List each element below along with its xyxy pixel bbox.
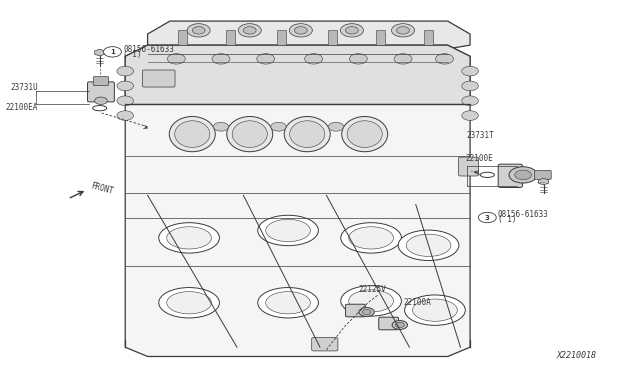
Ellipse shape: [159, 288, 220, 318]
Circle shape: [509, 167, 537, 183]
Ellipse shape: [175, 121, 210, 147]
Circle shape: [462, 96, 478, 106]
Circle shape: [436, 54, 454, 64]
Circle shape: [362, 310, 371, 315]
FancyBboxPatch shape: [88, 82, 115, 102]
Circle shape: [213, 122, 228, 131]
FancyBboxPatch shape: [379, 317, 399, 330]
Ellipse shape: [413, 299, 458, 321]
Polygon shape: [538, 178, 548, 185]
Text: 22100E: 22100E: [465, 154, 493, 163]
Text: 23731T: 23731T: [467, 131, 495, 141]
Ellipse shape: [266, 219, 310, 241]
Ellipse shape: [232, 121, 268, 147]
Circle shape: [392, 321, 408, 330]
Circle shape: [349, 54, 367, 64]
Bar: [226, 31, 235, 45]
Text: 22100A: 22100A: [403, 298, 431, 307]
FancyBboxPatch shape: [534, 170, 551, 179]
Circle shape: [117, 96, 134, 106]
FancyBboxPatch shape: [312, 337, 338, 351]
FancyBboxPatch shape: [143, 70, 175, 87]
Circle shape: [257, 54, 275, 64]
Ellipse shape: [480, 172, 494, 177]
Circle shape: [340, 24, 364, 37]
Bar: [277, 31, 286, 45]
Circle shape: [392, 24, 415, 37]
Ellipse shape: [227, 116, 273, 152]
Polygon shape: [95, 49, 105, 56]
FancyBboxPatch shape: [498, 164, 522, 187]
Ellipse shape: [340, 223, 401, 253]
Circle shape: [168, 54, 185, 64]
Circle shape: [187, 24, 210, 37]
Circle shape: [396, 323, 404, 328]
Ellipse shape: [159, 223, 220, 253]
Circle shape: [117, 81, 134, 91]
Ellipse shape: [258, 288, 319, 318]
Circle shape: [289, 24, 312, 37]
Circle shape: [104, 46, 122, 57]
Ellipse shape: [93, 106, 107, 111]
Ellipse shape: [349, 290, 394, 312]
Bar: [328, 31, 337, 45]
Polygon shape: [148, 21, 470, 49]
Ellipse shape: [404, 295, 465, 326]
Circle shape: [238, 24, 261, 37]
Text: 08156-61633: 08156-61633: [124, 45, 174, 54]
Text: 22125V: 22125V: [358, 285, 386, 294]
Ellipse shape: [349, 227, 394, 249]
Circle shape: [212, 54, 230, 64]
Ellipse shape: [167, 292, 211, 314]
Circle shape: [462, 66, 478, 76]
Circle shape: [305, 54, 323, 64]
Circle shape: [95, 97, 108, 105]
Ellipse shape: [347, 121, 382, 147]
Polygon shape: [125, 45, 470, 356]
FancyBboxPatch shape: [459, 157, 478, 176]
Circle shape: [462, 111, 478, 121]
FancyBboxPatch shape: [346, 304, 365, 317]
Circle shape: [394, 54, 412, 64]
Circle shape: [462, 81, 478, 91]
Ellipse shape: [340, 286, 401, 316]
Text: 3: 3: [485, 215, 490, 221]
Ellipse shape: [170, 116, 215, 152]
Text: 23731U: 23731U: [10, 83, 38, 92]
Ellipse shape: [167, 227, 211, 249]
Bar: [178, 31, 187, 45]
Text: X2210018: X2210018: [556, 351, 596, 360]
Ellipse shape: [284, 116, 330, 152]
Circle shape: [359, 308, 374, 317]
FancyBboxPatch shape: [93, 77, 109, 86]
Bar: [424, 31, 433, 45]
Polygon shape: [125, 45, 470, 105]
Text: ( 1): ( 1): [124, 50, 142, 59]
Ellipse shape: [266, 292, 310, 314]
Circle shape: [243, 27, 256, 34]
Ellipse shape: [258, 215, 319, 246]
Circle shape: [117, 111, 134, 121]
Circle shape: [515, 170, 531, 180]
Text: 08156-61633: 08156-61633: [497, 211, 548, 219]
Text: 22100EA: 22100EA: [5, 103, 38, 112]
Ellipse shape: [406, 234, 451, 256]
Circle shape: [328, 122, 344, 131]
Bar: [376, 31, 385, 45]
Text: 1: 1: [110, 49, 115, 55]
Circle shape: [478, 212, 496, 223]
Circle shape: [117, 66, 134, 76]
Ellipse shape: [290, 121, 324, 147]
Circle shape: [192, 27, 205, 34]
Circle shape: [271, 122, 286, 131]
Circle shape: [346, 27, 358, 34]
Ellipse shape: [398, 230, 459, 260]
Text: FRONT: FRONT: [90, 182, 115, 196]
Text: ( 1): ( 1): [497, 215, 516, 224]
Ellipse shape: [342, 116, 388, 152]
Circle shape: [294, 27, 307, 34]
Circle shape: [397, 27, 410, 34]
